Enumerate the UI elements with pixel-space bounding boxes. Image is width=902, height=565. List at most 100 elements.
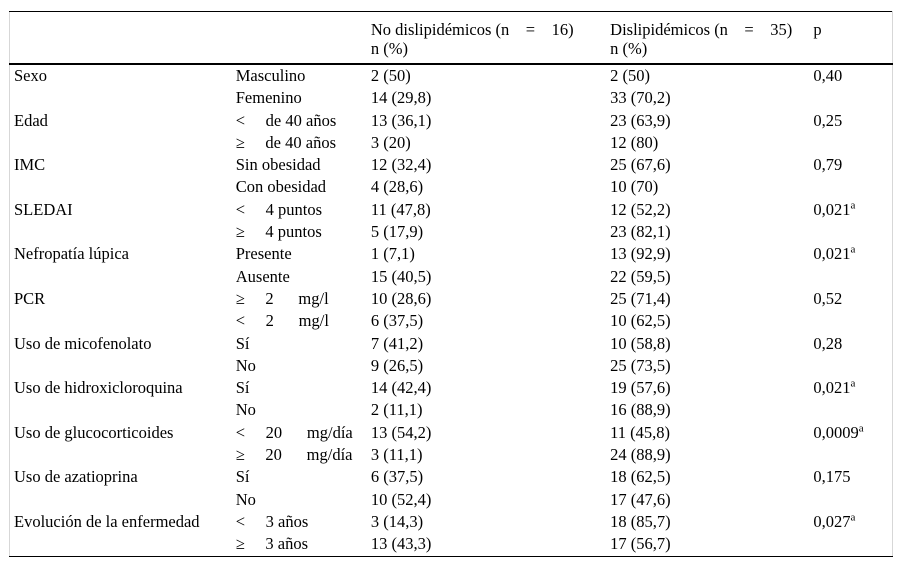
row-no-dyslipidemic-value: 1 (7,1) <box>370 244 415 264</box>
table-row: No 2 (11,1) 16 (88,9) <box>10 399 893 421</box>
table-row: Nefropatía lúpica Presente 1 (7,1) 13 (9… <box>10 243 893 265</box>
row-p-value: 0,021a <box>813 377 856 398</box>
row-category: Ausente <box>235 266 290 286</box>
row-p-value: 0,0009a <box>813 422 864 442</box>
header-dyslipidemic-title: Dislipidémicos (n = 35) <box>610 20 793 39</box>
table-row: Sexo Masculino 2 (50) 2 (50) 0,40 <box>10 64 893 87</box>
row-category: Con obesidad <box>235 177 327 197</box>
comparison-table: No dislipidémicos (n = 16) n (%) Dislipi… <box>9 11 893 557</box>
row-p-value: 0,52 <box>813 288 843 308</box>
comparison-table-container: No dislipidémicos (n = 16) n (%) Dislipi… <box>9 11 893 557</box>
header-p-value: p <box>813 11 893 65</box>
table-row: Uso de hidroxicloroquina Sí 14 (42,4) 19… <box>10 377 893 399</box>
row-category: No <box>235 400 256 420</box>
row-no-dyslipidemic-value: 10 (28,6) <box>370 288 432 308</box>
table-row: Con obesidad 4 (28,6) 10 (70) <box>10 176 893 198</box>
row-variable: Uso de azatioprina <box>14 467 138 487</box>
row-no-dyslipidemic-value: 3 (11,1) <box>370 445 423 465</box>
row-dyslipidemic-value: 10 (58,8) <box>610 333 671 353</box>
row-no-dyslipidemic-value: 3 (14,3) <box>370 511 424 531</box>
row-variable <box>10 533 236 556</box>
row-variable <box>10 87 236 109</box>
row-p-value <box>813 266 892 288</box>
table-row: Uso de azatioprina Sí 6 (37,5) 18 (62,5)… <box>10 466 893 488</box>
header-dyslipidemic-n-percent: n (%) <box>610 39 648 58</box>
row-no-dyslipidemic-value: 13 (36,1) <box>370 110 432 130</box>
header-no-dyslipidemic-n-percent: n (%) <box>370 39 408 58</box>
row-variable: SLEDAI <box>14 199 73 219</box>
header-p-label: p <box>813 20 822 39</box>
row-no-dyslipidemic-value: 12 (32,4) <box>370 155 432 175</box>
row-variable <box>10 176 236 198</box>
row-no-dyslipidemic-value: 14 (42,4) <box>370 378 432 398</box>
row-dyslipidemic-value: 10 (70) <box>610 177 659 197</box>
row-category: No <box>235 489 256 509</box>
row-variable <box>10 444 236 466</box>
row-p-value <box>813 355 892 377</box>
row-no-dyslipidemic-value: 14 (29,8) <box>370 88 432 108</box>
row-dyslipidemic-value: 10 (62,5) <box>610 311 671 331</box>
row-variable <box>10 132 236 154</box>
row-p-value: 0,027a <box>813 511 856 531</box>
row-p-value: 0,021a <box>813 199 856 219</box>
row-category: ≥ 2 mg/l <box>235 288 329 308</box>
table-row: ≥ 3 años 13 (43,3) 17 (56,7) <box>10 533 893 556</box>
row-no-dyslipidemic-value: 13 (43,3) <box>370 534 432 554</box>
row-category: Presente <box>235 244 292 264</box>
row-variable: Uso de micofenolato <box>14 333 152 353</box>
row-p-value <box>813 489 892 511</box>
row-p-value: 0,28 <box>813 333 843 353</box>
row-dyslipidemic-value: 23 (82,1) <box>610 222 671 242</box>
row-dyslipidemic-value: 25 (67,6) <box>610 155 671 175</box>
row-variable <box>10 310 236 332</box>
row-p-value: 0,25 <box>813 110 843 130</box>
row-dyslipidemic-value: 33 (70,2) <box>610 88 671 108</box>
row-no-dyslipidemic-value: 7 (41,2) <box>370 333 424 353</box>
row-p-value <box>813 221 892 243</box>
row-no-dyslipidemic-value: 3 (20) <box>370 132 411 152</box>
table-row: ≥ 4 puntos 5 (17,9) 23 (82,1) <box>10 221 893 243</box>
table-row: ≥ 20 mg/día 3 (11,1) 24 (88,9) <box>10 444 893 466</box>
header-variable-blank <box>9 11 236 65</box>
table-row: SLEDAI < 4 puntos 11 (47,8) 12 (52,2) 0,… <box>10 199 893 221</box>
table-body: Sexo Masculino 2 (50) 2 (50) 0,40 Femeni… <box>10 64 893 556</box>
row-variable: Nefropatía lúpica <box>14 244 129 264</box>
row-no-dyslipidemic-value: 9 (26,5) <box>370 355 424 375</box>
row-dyslipidemic-value: 23 (63,9) <box>610 110 671 130</box>
row-category: < 20 mg/día <box>235 422 353 442</box>
row-dyslipidemic-value: 12 (80) <box>610 132 659 152</box>
row-p-value <box>813 399 892 421</box>
row-category: ≥ 20 mg/día <box>235 445 353 465</box>
row-category: Sin obesidad <box>235 155 321 175</box>
row-category: Masculino <box>235 66 306 85</box>
row-variable <box>10 355 236 377</box>
row-variable: Uso de hidroxicloroquina <box>14 378 183 398</box>
p-superscript: a <box>850 377 856 390</box>
row-category: < de 40 años <box>235 110 337 130</box>
row-dyslipidemic-value: 22 (59,5) <box>610 266 671 286</box>
row-category: Femenino <box>235 88 302 108</box>
header-no-dyslipidemic: No dislipidémicos (n = 16) n (%) <box>370 11 611 65</box>
row-category: Sí <box>235 378 250 398</box>
row-variable <box>10 221 236 243</box>
row-no-dyslipidemic-value: 11 (47,8) <box>370 199 431 219</box>
table-row: No 10 (52,4) 17 (47,6) <box>10 489 893 511</box>
row-category: No <box>235 355 256 375</box>
p-superscript: a <box>850 243 856 256</box>
row-variable: Evolución de la enfermedad <box>14 511 200 531</box>
row-variable <box>10 489 236 511</box>
p-superscript: a <box>858 422 864 435</box>
row-variable: Edad <box>14 110 48 130</box>
row-variable <box>10 399 236 421</box>
row-dyslipidemic-value: 17 (56,7) <box>610 534 671 554</box>
p-superscript: a <box>850 511 856 524</box>
row-p-value <box>813 533 892 556</box>
table-row: Edad < de 40 años 13 (36,1) 23 (63,9) 0,… <box>10 110 893 132</box>
row-no-dyslipidemic-value: 6 (37,5) <box>370 311 424 331</box>
row-category: < 4 puntos <box>235 199 323 219</box>
row-p-value <box>813 132 892 154</box>
row-dyslipidemic-value: 19 (57,6) <box>610 378 671 398</box>
row-category: < 2 mg/l <box>235 311 329 331</box>
header-dyslipidemic: Dislipidémicos (n = 35) n (%) <box>610 11 814 65</box>
